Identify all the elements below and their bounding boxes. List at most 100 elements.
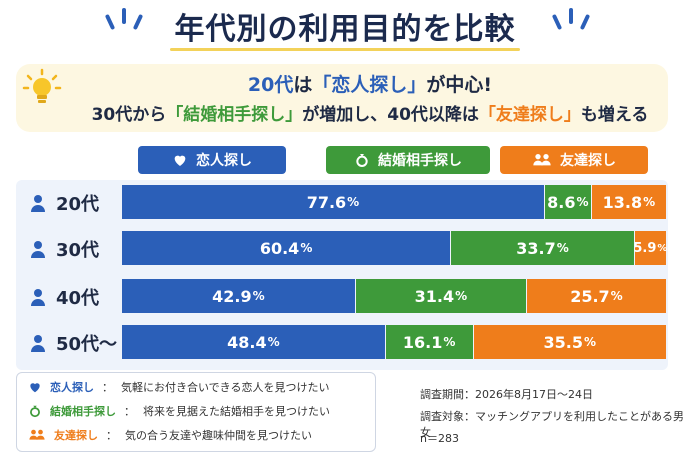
callout-line-2-part-4: も増える (580, 105, 649, 125)
data-label-unit: % (347, 195, 360, 209)
survey-target: 調査対象：マッチングアプリを利用したことがある男女 (420, 410, 684, 439)
survey-n: n＝283 (420, 432, 459, 445)
data-label-value: 8.6 (547, 192, 576, 212)
person-icon (31, 195, 45, 212)
legend-pill-romance: 恋人探し (138, 146, 286, 174)
note-desc-friends: 気の合う友達や趣味仲間を見つけたい (125, 429, 312, 442)
row-label-2: 40代 (30, 279, 120, 315)
lightbulb-icon (22, 68, 62, 108)
callout-line-1-part-2: 「恋人探し」 (312, 74, 427, 96)
title-underline (170, 48, 520, 51)
note-row-marriage: 結婚相手探し ： 将来を見据えた結婚相手を見つけたい (28, 401, 330, 421)
note-sep: ： (124, 405, 135, 418)
callout-line-1-part-0: 20代 (247, 74, 294, 96)
person-icon (31, 289, 45, 306)
data-label-value: 48.4 (227, 332, 267, 352)
data-label-marriage: 31.4% (356, 279, 526, 313)
bar-segment-friends (473, 325, 666, 359)
data-label-unit: % (300, 241, 313, 255)
data-label-marriage: 16.1% (386, 325, 473, 359)
data-label-value: 33.7 (516, 238, 556, 258)
heart-icon (174, 155, 186, 166)
data-label-romance: 48.4% (122, 325, 385, 359)
page-title: 年代別の利用目的を比較 (174, 12, 516, 47)
data-label-unit: % (443, 335, 456, 349)
row-label-3: 50代〜 (30, 325, 120, 361)
callout-line-2-part-0: 30代から (91, 105, 167, 125)
data-label-value: 35.5 (543, 332, 583, 352)
data-label-romance: 42.9% (122, 279, 355, 313)
callout-line-2-part-2: が増加し、40代以降は (302, 105, 479, 125)
bar-segment-romance (122, 325, 385, 359)
data-label-value: 16.1 (402, 332, 443, 352)
bar-segment-romance (122, 185, 544, 219)
note-sep: ： (106, 429, 117, 442)
title-dash-right-2 (569, 8, 573, 24)
data-label-romance: 60.4% (122, 231, 450, 265)
data-label-value: 60.4 (259, 238, 300, 258)
data-label-friends: 13.8% (592, 185, 666, 219)
notes-box (16, 372, 376, 452)
legend-pill-friends: 友達探し (500, 146, 648, 174)
data-label-value: 42.9 (212, 286, 252, 306)
legend-pill-marriage: 結婚相手探し (326, 146, 490, 174)
data-label-friends: 5.9% (633, 231, 668, 265)
bar-segment-marriage (385, 325, 473, 359)
data-label-friends: 35.5% (474, 325, 666, 359)
callout-box (16, 64, 668, 132)
people-icon (533, 154, 551, 166)
row-label-1: 30代 (30, 231, 120, 267)
callout-line-1-part-1: は (293, 74, 313, 96)
category-label: 50代〜 (56, 334, 118, 355)
ring-icon (356, 154, 368, 167)
data-label-marriage: 8.6% (545, 185, 591, 219)
data-label-value: 13.8 (602, 192, 643, 212)
category-label: 40代 (56, 288, 100, 309)
callout-line-2: 30代から「結婚相手探し」が増加し、40代以降は「友達探し」も増える (60, 100, 680, 125)
data-label-unit: % (556, 241, 569, 255)
data-label-unit: % (583, 335, 596, 349)
survey-period: 調査期間：2026年8月17日～24日 (420, 388, 593, 401)
heart-icon (30, 383, 40, 393)
data-label-unit: % (267, 335, 280, 349)
legend-label-romance: 恋人探し (196, 153, 252, 169)
data-label-unit: % (576, 195, 589, 209)
person-icon (31, 241, 45, 258)
data-label-romance: 77.6% (122, 185, 544, 219)
data-label-unit: % (643, 195, 656, 209)
people-icon (29, 429, 45, 440)
note-row-romance: 恋人探し ： 気軽にお付き合いできる恋人を見つけたい (28, 377, 329, 397)
data-label-friends: 25.7% (527, 279, 666, 313)
person-icon (31, 335, 45, 352)
note-key-friends: 友達探し (54, 429, 98, 442)
note-desc-marriage: 将来を見据えた結婚相手を見つけたい (143, 405, 330, 418)
data-label-unit: % (657, 242, 668, 254)
note-key-marriage: 結婚相手探し (50, 405, 116, 418)
callout-line-2-part-1: 「結婚相手探し」 (166, 105, 303, 125)
callout-line-2-part-3: 「友達探し」 (478, 105, 581, 125)
callout-line-1: 20代は「恋人探し」が中心! (60, 70, 680, 97)
data-label-value: 31.4 (414, 286, 455, 306)
note-sep: ： (102, 381, 113, 394)
note-desc-romance: 気軽にお付き合いできる恋人を見つけたい (121, 381, 330, 394)
data-label-unit: % (610, 289, 623, 303)
data-label-unit: % (252, 289, 265, 303)
bar-segment-friends (526, 279, 666, 313)
note-row-friends: 友達探し ： 気の合う友達や趣味仲間を見つけたい (28, 425, 312, 445)
data-label-unit: % (455, 289, 468, 303)
bar-segment-romance (122, 279, 355, 313)
data-label-value: 77.6 (306, 192, 347, 212)
note-key-romance: 恋人探し (50, 381, 94, 394)
bar-segment-marriage (451, 231, 634, 265)
callout-line-1-part-3: が中心! (426, 74, 493, 96)
bar-segment-romance (122, 231, 451, 265)
legend-label-marriage: 結婚相手探し (378, 153, 462, 169)
legend-label-friends: 友達探し (560, 153, 616, 169)
bar-segment-friends (591, 185, 666, 219)
bar-segment-marriage (355, 279, 526, 313)
category-label: 20代 (56, 194, 100, 215)
title-dash-left-2 (122, 8, 126, 24)
row-label-0: 20代 (30, 185, 120, 221)
bar-segment-marriage (544, 185, 591, 219)
data-label-value: 25.7 (570, 286, 610, 306)
